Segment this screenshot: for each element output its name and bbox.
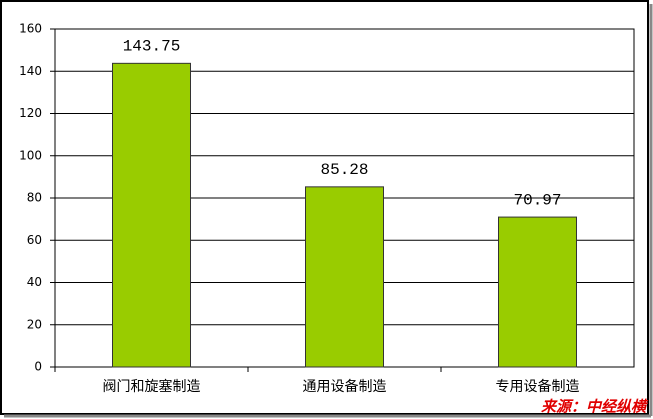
x-tick-label: 通用设备制造 bbox=[303, 378, 387, 395]
bar bbox=[112, 62, 191, 368]
y-tick-label: 20 bbox=[27, 317, 42, 331]
bar bbox=[498, 216, 577, 368]
y-tick-label: 60 bbox=[27, 233, 42, 247]
y-tick-label: 100 bbox=[19, 148, 42, 162]
data-label: 143.75 bbox=[123, 38, 181, 56]
source: 来源：中经纵横 bbox=[541, 398, 649, 416]
x-tick-label: 阀门和旋塞制造 bbox=[103, 378, 201, 395]
y-tick-label: 160 bbox=[19, 22, 42, 36]
y-tick-label: 40 bbox=[27, 275, 42, 289]
data-label: 85.28 bbox=[320, 161, 368, 179]
bar bbox=[305, 186, 384, 368]
y-tick-label: 140 bbox=[19, 64, 42, 78]
y-tick-label: 0 bbox=[34, 360, 42, 374]
y-tick-label: 120 bbox=[19, 106, 42, 120]
y-tick-label: 80 bbox=[27, 191, 42, 205]
data-label: 70.97 bbox=[513, 191, 561, 209]
x-tick-label: 专用设备制造 bbox=[496, 378, 580, 395]
